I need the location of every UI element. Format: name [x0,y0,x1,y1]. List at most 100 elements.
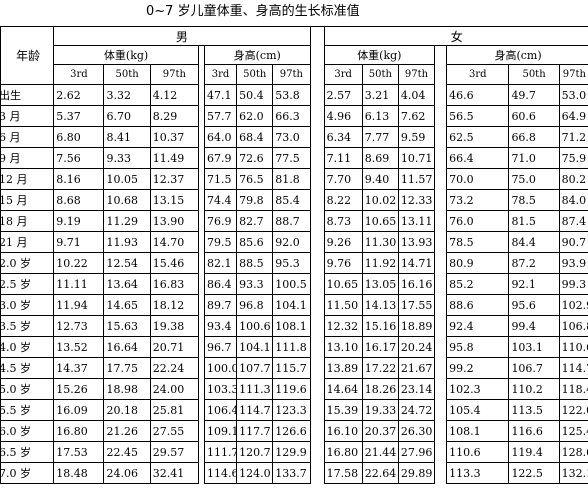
female-weight-value-cell: 10.71 [397,147,436,169]
column-gap [309,105,325,127]
female-weight-value-cell: 11.50 [323,294,363,316]
column-gap [309,84,325,106]
male-weight-value-cell: 13.15 [149,189,199,211]
percentile-header-row: 3rd 50th 97th 3rd 50th 97th 3rd 50th 97th 3rd 50th… [1,64,588,85]
male-height-header: 身高(cm) [203,45,311,65]
male-weight-value-cell: 6.80 [53,126,105,148]
female-weight-value-cell: 17.55 [397,294,436,316]
male-height-value-cell: 129.9 [272,441,311,463]
age-cell: 3.5 岁 [0,315,55,337]
male-height-percentile-header: 3rd [203,64,238,85]
age-column-header: 年龄 [0,26,55,85]
age-cell: 6 月 [0,126,55,148]
male-height-value-cell: 62.0 [236,105,274,127]
female-height-value-cell: 81.5 [508,210,560,232]
male-weight-value-cell: 15.46 [149,252,199,274]
female-height-value-cell: 87.2 [508,252,560,274]
male-height-value-cell: 126.6 [272,420,311,442]
male-height-percentile-header: 50th [236,64,274,85]
male-height-value-cell: 88.5 [236,252,274,274]
male-weight-value-cell: 18.12 [149,294,199,316]
table-row: 3 月 5.37 6.70 8.29 57.7 62.0 66.3 4.96 6.13 7.62 5… [0,105,588,127]
male-height-value-cell: 93.4 [203,315,238,337]
table-row: 出生 2.62 3.32 4.12 47.1 50.4 53.8 2.57 3.21 4.04 46… [0,84,588,106]
column-gap [309,231,325,253]
table-row: 5.0 岁 15.26 18.98 24.00 103.3 111.3 119.6 14.64… [0,378,588,400]
female-height-value-cell: 62.5 [446,126,510,148]
column-gap [309,357,325,379]
growth-standards-table: 年龄 男 女 体重(kg) 身高(cm) 体重(kg) 身高(cm) 3rd 50… [0,26,588,484]
male-weight-value-cell: 18.98 [103,378,151,400]
female-weight-value-cell: 9.26 [323,231,363,253]
female-weight-value-cell: 19.33 [361,399,399,421]
age-cell: 12 月 [0,168,55,190]
female-weight-percentile-header: 3rd [323,64,363,85]
male-weight-value-cell: 24.00 [149,378,199,400]
female-height-value-cell: 92.1 [508,273,560,295]
female-height-value-cell: 84.4 [508,231,560,253]
female-height-value-cell: 106.8 [558,315,588,337]
female-height-value-cell: 113.3 [446,462,510,484]
female-height-value-cell: 95.6 [508,294,560,316]
age-cell: 7.0 岁 [0,462,55,484]
age-cell: 2.5 岁 [0,273,55,295]
female-height-value-cell: 75.9 [558,147,588,169]
male-height-value-cell: 71.5 [203,168,238,190]
column-gap [309,26,325,46]
female-height-value-cell: 92.4 [446,315,510,337]
female-height-value-cell: 78.5 [446,231,510,253]
male-weight-value-cell: 6.70 [103,105,151,127]
male-height-value-cell: 79.5 [203,231,238,253]
female-height-value-cell: 116.6 [508,420,560,442]
column-gap [434,210,448,232]
female-height-value-cell: 106.7 [508,357,560,379]
male-group-header: 男 [53,26,311,46]
column-gap [434,84,448,106]
female-weight-value-cell: 7.70 [323,168,363,190]
column-gap [434,252,448,274]
male-weight-value-cell: 4.12 [149,84,199,106]
female-weight-value-cell: 6.34 [323,126,363,148]
male-height-value-cell: 88.7 [272,210,311,232]
column-gap [309,126,325,148]
table-row: 2.0 岁 10.22 12.54 15.46 82.1 88.5 95.3 9.76 11.9… [0,252,588,274]
column-gap [434,420,448,442]
male-height-value-cell: 119.6 [272,378,311,400]
male-height-value-cell: 95.3 [272,252,311,274]
female-height-value-cell: 88.6 [446,294,510,316]
male-weight-value-cell: 13.90 [149,210,199,232]
male-height-value-cell: 103.3 [203,378,238,400]
male-height-value-cell: 104.1 [236,336,274,358]
male-height-value-cell: 114.7 [236,399,274,421]
female-weight-value-cell: 11.57 [397,168,436,190]
male-weight-value-cell: 25.81 [149,399,199,421]
male-weight-value-cell: 15.63 [103,315,151,337]
table-row: 6 月 6.80 8.41 10.37 64.0 68.4 73.0 6.34 7.77 9.59… [0,126,588,148]
male-height-value-cell: 57.7 [203,105,238,127]
female-weight-value-cell: 18.26 [361,378,399,400]
male-weight-value-cell: 22.45 [103,441,151,463]
female-weight-value-cell: 21.67 [397,357,436,379]
female-height-value-cell: 132.1 [558,462,588,484]
female-height-value-cell: 84.0 [558,189,588,211]
table-row: 9 月 7.56 9.33 11.49 67.9 72.6 77.5 7.11 8.69 10.7… [0,147,588,169]
age-cell: 6.5 岁 [0,441,55,463]
female-height-value-cell: 102.9 [558,294,588,316]
male-weight-value-cell: 22.24 [149,357,199,379]
female-height-value-cell: 110.6 [558,336,588,358]
male-weight-percentile-header: 50th [103,64,151,85]
column-gap [309,399,325,421]
column-gap [309,315,325,337]
female-height-value-cell: 128.6 [558,441,588,463]
male-height-value-cell: 53.8 [272,84,311,106]
table-row: 6.0 岁 16.80 21.26 27.55 109.1 117.7 126.6 16.10… [0,420,588,442]
female-height-value-cell: 71.0 [508,147,560,169]
male-height-value-cell: 76.5 [236,168,274,190]
female-weight-value-cell: 17.22 [361,357,399,379]
female-height-header: 身高(cm) [446,45,588,65]
age-cell: 5.5 岁 [0,399,55,421]
male-weight-header: 体重(kg) [53,45,199,65]
male-weight-value-cell: 32.41 [149,462,199,484]
female-height-value-cell: 99.2 [446,357,510,379]
female-weight-value-cell: 13.89 [323,357,363,379]
